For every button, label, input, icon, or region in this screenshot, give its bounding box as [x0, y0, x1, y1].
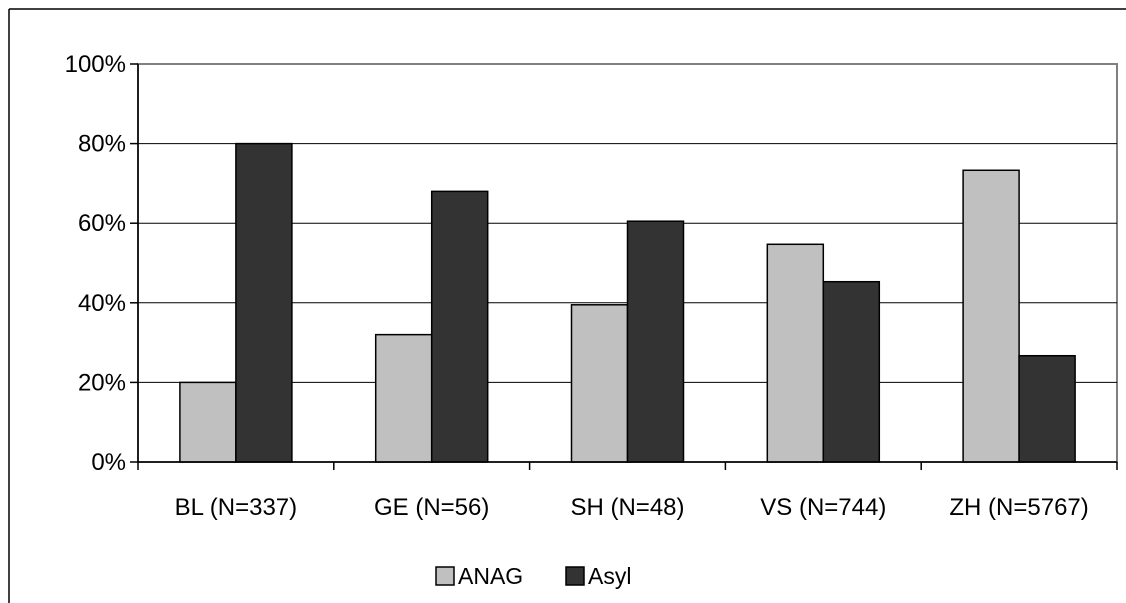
bar-asyl-1: [430, 190, 489, 463]
y-tick-label-20: 20%: [78, 369, 126, 396]
legend-label-asyl: Asyl: [588, 563, 631, 589]
y-tick-label-100: 100%: [65, 51, 126, 78]
legend-swatch-anag: [435, 566, 455, 586]
x-tick-label-0: BL (N=337): [175, 494, 298, 521]
x-tick-label-4: ZH (N=5767): [949, 494, 1088, 521]
x-tick-label-2: SH (N=48): [570, 494, 684, 521]
legend-swatch-asyl: [565, 566, 585, 586]
x-tick-label-3: VS (N=744): [760, 494, 886, 521]
bar-anag-0: [179, 381, 237, 463]
bar-asyl-0: [235, 142, 293, 463]
x-tick-labels: BL (N=337) GE (N=56) SH (N=48) VS (N=744) ZH…: [175, 494, 1089, 521]
bar-anag-4: [962, 169, 1020, 463]
y-tick-labels: 0% 20% 40% 60% 80% 100%: [65, 51, 126, 476]
axes: [130, 63, 1118, 470]
legend-label-anag: ANAG: [458, 563, 523, 589]
bar-asyl-4: [1018, 354, 1076, 463]
bars: [179, 142, 1076, 463]
y-tick-label-40: 40%: [78, 290, 126, 317]
bar-anag-2: [570, 304, 629, 463]
bar-anag-1: [374, 333, 433, 463]
y-tick-label-60: 60%: [78, 210, 126, 237]
legend: ANAG Asyl: [435, 563, 631, 589]
bar-anag-3: [766, 243, 825, 463]
y-tick-label-80: 80%: [78, 131, 126, 158]
bar-asyl-2: [626, 220, 685, 463]
y-tick-label-0: 0%: [91, 449, 126, 476]
bar-asyl-3: [822, 280, 881, 463]
x-tick-label-1: GE (N=56): [374, 494, 489, 521]
